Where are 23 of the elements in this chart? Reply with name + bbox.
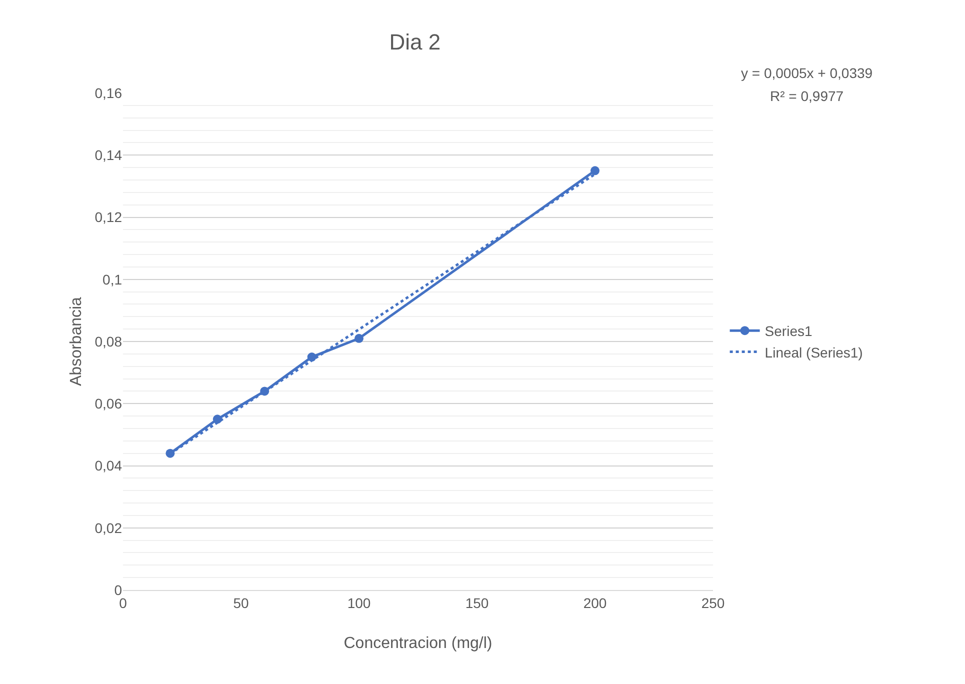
y-tick-label: 0,06	[94, 396, 122, 412]
y-tick-label: 0,16	[94, 84, 122, 101]
x-tick-label: 200	[583, 594, 607, 611]
x-axis-title: Concentracion (mg/l)	[344, 635, 492, 652]
chart-title: Dia 2	[389, 30, 441, 55]
y-tick-label: 0,08	[94, 333, 122, 350]
y-tick-label: 0	[114, 582, 122, 598]
y-axis-title: Absorbancia	[68, 296, 85, 386]
point	[590, 166, 600, 176]
legend-label: Lineal (Series1)	[764, 344, 863, 360]
y-tick-label: 0,1	[102, 271, 122, 288]
x-tick-label: 250	[701, 594, 725, 611]
x-tick-label: 50	[233, 594, 249, 611]
y-tick-label: 0,04	[94, 458, 122, 474]
y-tick-label: 0,14	[94, 147, 122, 164]
text: y = 0,0005x + 0,0339	[741, 65, 873, 81]
legend-label: Series1	[764, 323, 812, 340]
point	[354, 334, 364, 343]
y-tick-label: 0,12	[94, 209, 122, 226]
text: R² = 0,9977	[770, 88, 844, 104]
x-tick-label: 100	[347, 594, 371, 611]
y-tick-label: 0,02	[94, 520, 122, 536]
x-tick-label: 150	[465, 594, 489, 611]
